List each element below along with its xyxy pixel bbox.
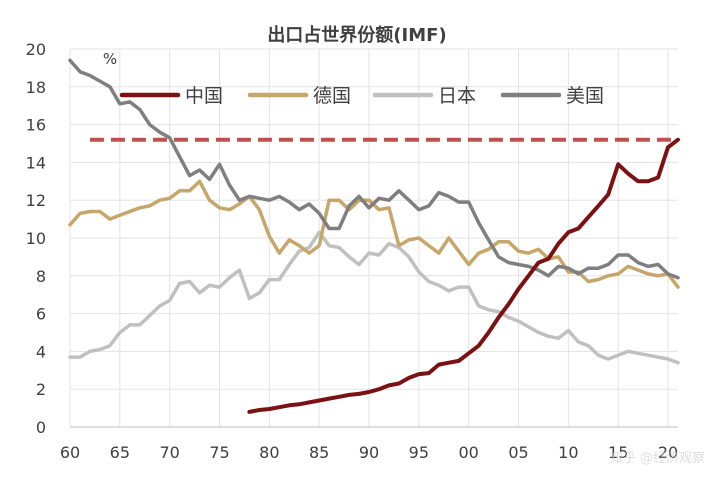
x-tick-label: 20: [658, 443, 678, 462]
y-tick-label: 8: [36, 267, 46, 286]
x-tick-label: 65: [110, 443, 130, 462]
y-tick-label: 18: [26, 78, 46, 97]
series-line-中国: [247, 137, 680, 414]
y-tick-label: 10: [26, 229, 46, 248]
x-tick-label: 70: [159, 443, 179, 462]
legend-label-德国: 德国: [313, 85, 351, 107]
x-tick-label: 75: [209, 443, 229, 462]
watermark-text: 知乎 @经济观察: [610, 450, 705, 466]
y-tick-label: 16: [26, 116, 46, 135]
y-tick-label: 4: [36, 342, 46, 361]
y-tick-label: 20: [26, 40, 46, 59]
series-lines: [68, 58, 680, 414]
y-tick-label: 12: [26, 191, 46, 210]
y-tick-label: 0: [36, 418, 46, 437]
y-tick-label: 14: [26, 153, 46, 172]
series-line-日本: [68, 230, 680, 365]
x-tick-label: 80: [259, 443, 279, 462]
series-line-美国: [68, 58, 680, 280]
y-tick-label: 6: [36, 305, 46, 324]
x-tick-label: 00: [459, 443, 479, 462]
legend-label-美国: 美国: [566, 85, 604, 107]
x-tick-label: 60: [60, 443, 80, 462]
series-line-德国: [68, 179, 680, 289]
y-axis-label: %: [103, 50, 117, 68]
x-tick-label: 95: [409, 443, 429, 462]
x-tick-label: 85: [309, 443, 329, 462]
chart-title: 出口占世界份额(IMF): [267, 24, 446, 46]
legend-label-中国: 中国: [185, 85, 223, 107]
x-tick-label: 15: [608, 443, 628, 462]
x-tick-label: 05: [508, 443, 528, 462]
grid-lines: [69, 48, 678, 428]
axes: 0 2 4 6 8 10 12 14 16 18 20 60 65 70 75 80 85 90 95 00 05 10 1…: [26, 40, 679, 462]
legend: 中国 德国 日本 美国: [119, 85, 604, 107]
x-tick-label: 10: [558, 443, 578, 462]
y-tick-label: 2: [36, 380, 46, 399]
legend-label-日本: 日本: [438, 85, 476, 107]
x-tick-label: 90: [359, 443, 379, 462]
